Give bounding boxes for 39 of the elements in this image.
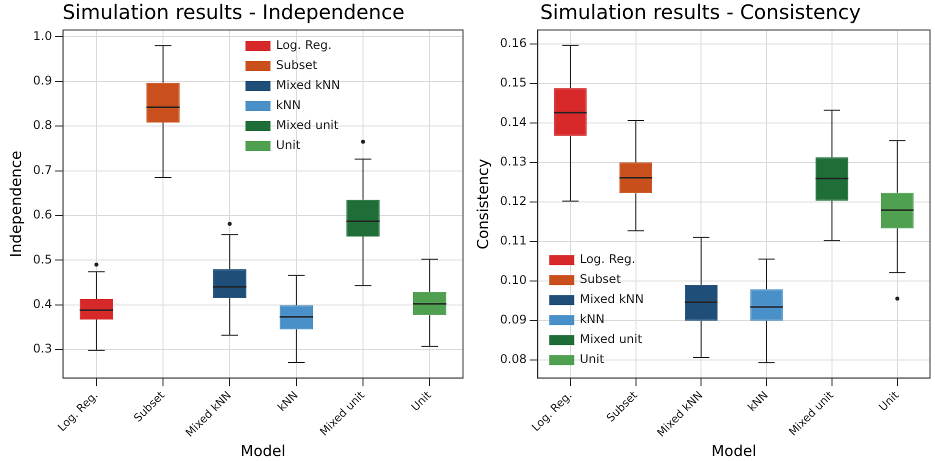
y-tick-label: 0.11 [500, 234, 527, 248]
chart-title: Simulation results - Consistency [540, 0, 862, 24]
y-axis-title: Independence [6, 150, 25, 258]
x-tick-label: Log. Reg. [529, 388, 575, 434]
y-tick-label: 0.14 [500, 114, 527, 129]
x-tick-label: Log. Reg. [55, 388, 101, 434]
legend-label: Unit [580, 352, 604, 366]
x-tick-label: Unit [408, 388, 434, 414]
y-tick-label: 0.7 [32, 162, 52, 177]
x-tick-label: Unit [876, 388, 902, 414]
y-axis-title: Consistency [474, 158, 492, 250]
legend-label: kNN [580, 312, 605, 326]
legend-label: Log. Reg. [580, 252, 636, 266]
y-tick-label: 0.09 [500, 312, 527, 327]
y-tick-label: 0.10 [500, 273, 527, 288]
y-tick-label: 0.08 [500, 352, 527, 366]
y-tick-label: 0.9 [32, 74, 52, 88]
y-tick-label: 0.5 [32, 252, 52, 266]
legend-label: kNN [276, 98, 301, 112]
legend-label: Mixed kNN [580, 292, 644, 306]
y-tick-label: 0.16 [500, 36, 527, 50]
legend-label: Mixed kNN [276, 78, 340, 92]
legend-label: Mixed unit [276, 118, 339, 132]
y-tick-label: 0.12 [500, 194, 527, 208]
legend-label: Mixed unit [580, 332, 642, 346]
legend-label: Unit [276, 138, 301, 152]
y-tick-label: 0.13 [500, 154, 527, 168]
legend-label: Log. Reg. [276, 38, 332, 52]
y-tick-label: 1.0 [32, 28, 52, 43]
legend-label: Subset [276, 58, 318, 72]
y-tick-label: 0.4 [32, 296, 52, 311]
y-tick-label: 0.3 [32, 342, 52, 356]
x-axis-title: Model [240, 442, 286, 460]
y-tick-label: 0.6 [32, 208, 52, 222]
y-tick-label: 0.15 [500, 75, 527, 90]
x-axis-title: Model [711, 442, 756, 460]
y-tick-label: 0.8 [32, 118, 52, 132]
chart-title: Simulation results - Independence [62, 0, 405, 24]
legend-label: Subset [580, 272, 622, 286]
